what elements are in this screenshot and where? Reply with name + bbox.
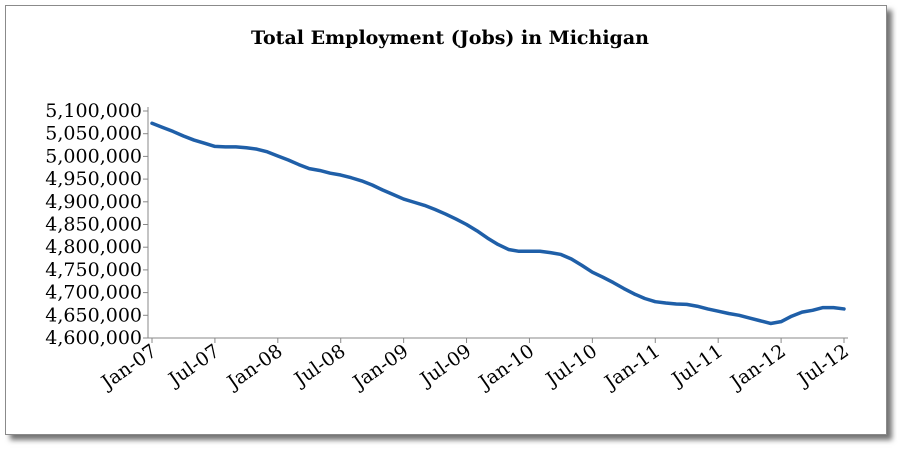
y-tick-label: 5,000,000	[45, 145, 142, 167]
y-tick-label: 4,650,000	[45, 304, 142, 326]
x-tick-label: Jul-09	[415, 340, 476, 392]
x-axis-ticks: Jan-07 Jul-07 Jan-08 Jul-08 Jan-09 Jul-09 Jan-…	[96, 338, 853, 395]
chart-frame	[5, 5, 887, 435]
y-tick-label: 4,750,000	[45, 259, 142, 281]
y-tick-label: 5,100,000	[45, 100, 142, 122]
y-tick-label: 4,850,000	[45, 214, 142, 236]
x-tick-label: Jan-10	[473, 340, 538, 395]
y-tick-label: 5,050,000	[45, 123, 142, 145]
y-tick-label: 4,800,000	[45, 236, 142, 258]
y-tick-label: 4,900,000	[45, 191, 142, 213]
x-tick-label: Jan-09	[348, 340, 413, 395]
y-tick-label: 4,600,000	[45, 327, 142, 349]
y-tick-label: 4,950,000	[45, 168, 142, 190]
y-tick-label: 4,700,000	[45, 282, 142, 304]
x-tick-label: Jul-07	[163, 340, 224, 392]
y-axis-ticks: 4,600,0004,650,0004,700,0004,750,0004,80…	[45, 100, 148, 349]
x-tick-label: Jul-11	[666, 340, 727, 392]
chart-title: Total Employment (Jobs) in Michigan	[251, 27, 649, 49]
x-tick-label: Jul-12	[792, 340, 853, 392]
x-tick-label: Jul-10	[541, 340, 602, 392]
x-tick-label: Jan-12	[725, 340, 790, 395]
chart-axes	[147, 107, 848, 339]
employment-series-line	[150, 121, 846, 326]
x-tick-label: Jan-11	[599, 340, 664, 395]
x-tick-label: Jan-08	[222, 340, 287, 395]
x-tick-label: Jul-08	[289, 340, 350, 392]
